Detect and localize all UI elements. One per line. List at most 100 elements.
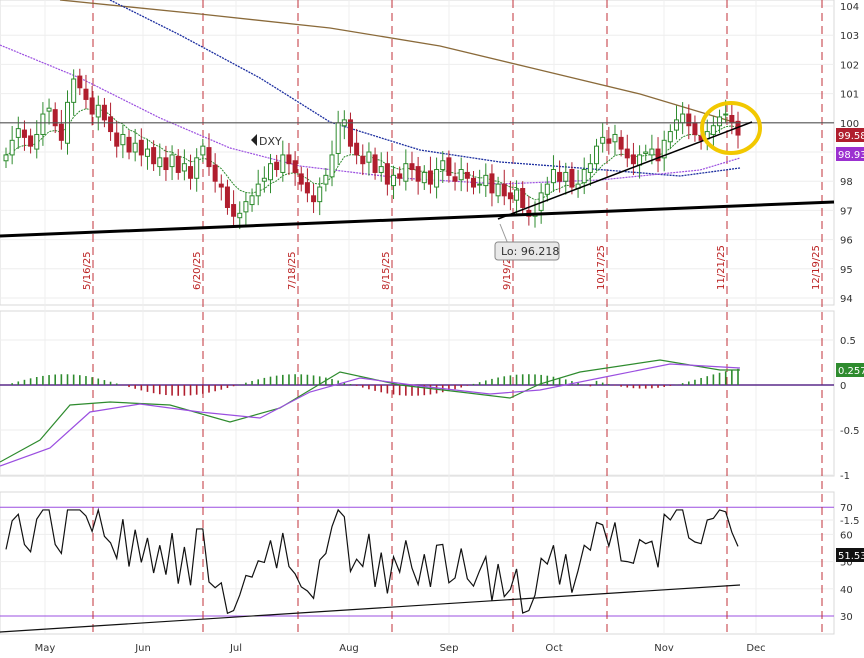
candle-body xyxy=(680,113,686,124)
axes: 949596979899100101102103104MayJunJulAugS… xyxy=(35,2,860,654)
month-label: Aug xyxy=(339,643,359,654)
macd-tick-label: 0 xyxy=(840,381,846,392)
rsi-indicator xyxy=(0,507,741,633)
candle-body xyxy=(360,155,366,165)
candle-body xyxy=(169,154,175,168)
macd-tick-label: 0.5 xyxy=(840,336,856,347)
candle-body xyxy=(311,195,317,203)
candle-body xyxy=(304,182,310,194)
event-date-label: 9/19/25 xyxy=(502,251,513,290)
candle-body xyxy=(563,171,569,182)
candles xyxy=(3,68,741,230)
candle-body xyxy=(298,173,304,185)
price-tick-label: 96 xyxy=(840,236,853,247)
candle-body xyxy=(71,78,77,103)
candle-body xyxy=(15,128,21,138)
candle-body xyxy=(612,133,618,143)
candle-body xyxy=(501,183,507,197)
candle-body xyxy=(151,147,157,165)
macd-tick-label: -1 xyxy=(840,471,850,482)
macd-signal-line xyxy=(0,363,741,467)
event-date-label: 10/17/25 xyxy=(596,245,607,290)
candle-body xyxy=(421,171,427,184)
candle-body xyxy=(378,166,384,173)
price-tick-label: 94 xyxy=(840,294,853,305)
uptrend-line xyxy=(497,121,753,220)
price-tick-label: 104 xyxy=(840,2,859,13)
event-date-label: 7/18/25 xyxy=(287,251,298,290)
candle-body xyxy=(489,173,495,194)
candle-body xyxy=(3,154,9,162)
month-label: Dec xyxy=(746,643,765,654)
candle-body xyxy=(427,170,433,185)
candle-body xyxy=(661,139,667,159)
event-date-label: 12/19/25 xyxy=(811,245,822,290)
candle-body xyxy=(649,148,655,156)
candle-body xyxy=(163,157,169,171)
dxy-marker-icon xyxy=(251,134,257,146)
rsi-tick-label: 30 xyxy=(840,612,853,623)
price-badge-close-text: 99.58 xyxy=(838,131,864,142)
candle-body xyxy=(181,163,187,172)
candle-body xyxy=(624,148,630,159)
candle-body xyxy=(40,113,46,135)
candle-body xyxy=(673,119,679,131)
ma-50-line xyxy=(0,44,741,185)
price-tick-label: 102 xyxy=(840,60,859,71)
candle-body xyxy=(384,163,390,185)
candle-body xyxy=(458,169,464,181)
macd-badge-text: 0.257 xyxy=(838,366,864,377)
price-tick-label: 97 xyxy=(840,206,853,217)
candle-body xyxy=(323,174,329,185)
candle-body xyxy=(557,171,563,182)
macd-indicator xyxy=(0,359,834,467)
month-label: May xyxy=(35,643,56,654)
candle-body xyxy=(46,107,52,112)
candle-body xyxy=(138,139,144,156)
rsi-line xyxy=(5,507,739,615)
candle-body xyxy=(212,164,218,182)
candle-body xyxy=(237,212,243,219)
candle-body xyxy=(520,188,526,208)
candle-body xyxy=(58,123,64,141)
candle-body xyxy=(243,201,249,213)
price-badge-ma-text: 98.93 xyxy=(838,150,864,161)
candle-body xyxy=(89,97,95,115)
low-annotation-box xyxy=(494,241,560,261)
price-tick-label: 100 xyxy=(840,119,859,130)
candle-body xyxy=(255,183,261,197)
candle-body xyxy=(274,161,280,171)
candle-body xyxy=(409,163,415,171)
low-annotation: Lo: 96.218 xyxy=(501,245,559,258)
candle-body xyxy=(347,119,353,147)
candle-body xyxy=(114,132,120,147)
candle-body xyxy=(224,186,230,208)
event-date-label: 11/21/25 xyxy=(716,245,727,290)
event-date-label: 5/16/25 xyxy=(82,251,93,290)
candle-body xyxy=(194,157,200,179)
ma-100-line xyxy=(109,0,741,177)
macd-tick-label: -0.5 xyxy=(840,426,860,437)
macd-tick-label: -1.5 xyxy=(840,516,860,527)
macd-panel xyxy=(0,310,835,477)
candle-body xyxy=(692,122,698,135)
support-trendline xyxy=(0,200,835,238)
candle-body xyxy=(470,177,476,188)
candle-body xyxy=(630,154,636,165)
candle-body xyxy=(354,142,360,156)
month-label: Sep xyxy=(440,643,459,654)
candle-body xyxy=(335,122,341,154)
candle-body xyxy=(200,145,206,156)
month-label: Oct xyxy=(545,643,562,654)
price-tick-label: 95 xyxy=(840,265,853,276)
candle-body xyxy=(723,113,729,116)
rsi-tick-label: 50 xyxy=(840,558,853,569)
candle-body xyxy=(28,135,34,147)
event-date-label: 6/20/25 xyxy=(192,251,203,290)
candle-body xyxy=(95,104,101,118)
candle-body xyxy=(483,174,489,187)
candle-body xyxy=(175,155,181,173)
candle-body xyxy=(108,116,114,133)
macd-badge xyxy=(836,363,864,377)
candle-body xyxy=(391,174,397,187)
